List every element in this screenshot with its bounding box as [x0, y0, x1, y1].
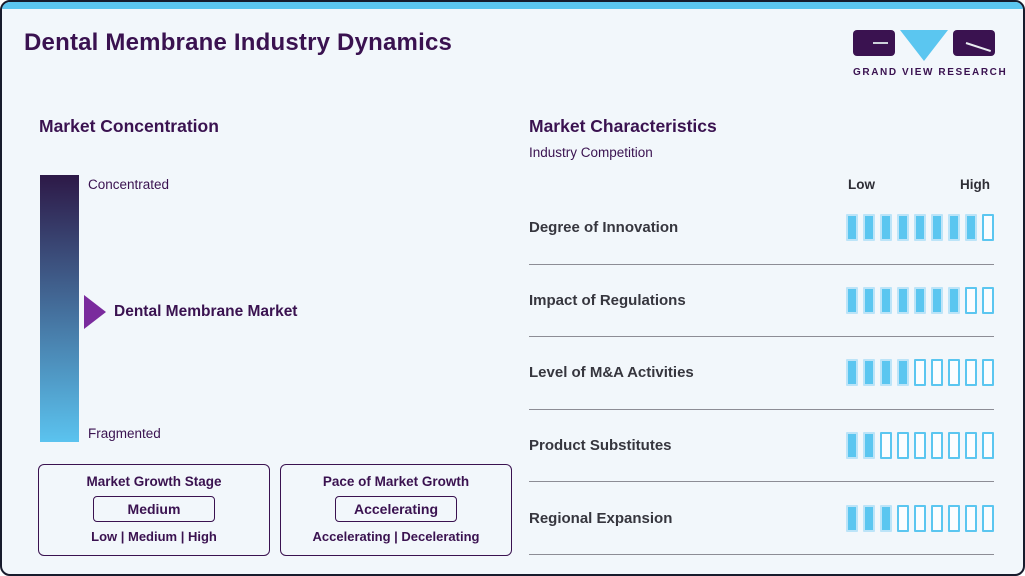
- rating-bar-filled: [863, 214, 875, 242]
- industry-competition-subheading: Industry Competition: [529, 145, 653, 160]
- top-accent-bar: [2, 2, 1023, 9]
- rating-bar-filled: [948, 286, 960, 314]
- rating-bar-empty: [965, 432, 977, 460]
- rating-bar-empty: [931, 504, 943, 532]
- rating-bar-filled: [914, 214, 926, 242]
- rating-bar-filled: [897, 359, 909, 387]
- market-characteristics-heading: Market Characteristics: [529, 116, 717, 136]
- pace-title: Pace of Market Growth: [322, 474, 470, 489]
- rating-bar-filled: [897, 214, 909, 242]
- rating-bar-empty: [965, 504, 977, 532]
- rating-bar-empty: [982, 214, 994, 242]
- market-concentration-heading: Market Concentration: [39, 116, 219, 136]
- rating-bar-empty: [982, 286, 994, 314]
- rating-bar-filled: [897, 286, 909, 314]
- rating-bar-empty: [982, 504, 994, 532]
- rating-bars: [846, 286, 994, 314]
- rating-bar-filled: [948, 214, 960, 242]
- rating-bar-empty: [897, 432, 909, 460]
- rating-bar-filled: [846, 214, 858, 242]
- fragmented-label: Fragmented: [88, 426, 161, 441]
- rating-bar-filled: [846, 359, 858, 387]
- growth-stage-value-badge: Medium: [93, 496, 215, 522]
- characteristic-row: Level of M&A Activities: [529, 337, 994, 410]
- rating-bar-empty: [965, 286, 977, 314]
- rating-bar-filled: [863, 504, 875, 532]
- market-growth-stage-box: Market Growth Stage Medium Low | Medium …: [38, 464, 270, 556]
- pace-options: Accelerating | Decelerating: [312, 529, 480, 544]
- rating-bar-filled: [863, 432, 875, 460]
- rating-bars: [846, 432, 994, 460]
- rating-bar-filled: [863, 286, 875, 314]
- characteristic-row: Degree of Innovation: [529, 192, 994, 265]
- rating-bar-filled: [914, 286, 926, 314]
- characteristic-label: Product Substitutes: [529, 437, 672, 455]
- characteristic-label: Degree of Innovation: [529, 219, 679, 237]
- rating-bar-filled: [846, 286, 858, 314]
- rating-bar-empty: [931, 432, 943, 460]
- market-name-label: Dental Membrane Market: [114, 303, 298, 320]
- logo-r-slash: [965, 42, 992, 52]
- scale-high-label: High: [960, 177, 990, 192]
- logo-wordmark: GRAND VIEW RESEARCH: [853, 67, 1008, 78]
- characteristic-row: Impact of Regulations: [529, 265, 994, 338]
- rating-bar-empty: [914, 432, 926, 460]
- rating-bars: [846, 214, 994, 242]
- rating-bar-filled: [846, 504, 858, 532]
- rating-bar-empty: [948, 359, 960, 387]
- gvr-logo: GRAND VIEW RESEARCH: [853, 30, 1008, 78]
- rating-bars: [846, 359, 994, 387]
- gvr-logo-mark: [853, 30, 995, 62]
- logo-g-block-icon: [853, 30, 895, 56]
- rating-bar-filled: [965, 214, 977, 242]
- logo-g-bar: [873, 42, 888, 44]
- rating-bar-empty: [982, 359, 994, 387]
- rating-bar-empty: [948, 432, 960, 460]
- rating-bar-filled: [863, 359, 875, 387]
- rating-bar-empty: [914, 359, 926, 387]
- concentration-gradient-bar: [40, 175, 79, 442]
- characteristic-label: Regional Expansion: [529, 509, 673, 527]
- logo-v-triangle-icon: [900, 30, 948, 61]
- characteristics-rows: Degree of Innovation Impact of Regulation…: [529, 192, 994, 555]
- growth-stage-options: Low | Medium | High: [91, 529, 217, 544]
- rating-bar-empty: [965, 359, 977, 387]
- rating-bar-filled: [931, 214, 943, 242]
- characteristic-row: Product Substitutes: [529, 410, 994, 483]
- rating-bar-empty: [931, 359, 943, 387]
- growth-stage-title: Market Growth Stage: [86, 474, 222, 489]
- pace-of-growth-box: Pace of Market Growth Accelerating Accel…: [280, 464, 512, 556]
- market-position-arrow-icon: [84, 295, 106, 329]
- logo-r-block-icon: [953, 30, 995, 56]
- rating-bar-empty: [982, 432, 994, 460]
- concentrated-label: Concentrated: [88, 177, 170, 192]
- rating-bar-filled: [880, 504, 892, 532]
- rating-bars: [846, 504, 994, 532]
- rating-bar-empty: [897, 504, 909, 532]
- rating-bar-empty: [948, 504, 960, 532]
- characteristic-label: Level of M&A Activities: [529, 364, 694, 382]
- characteristic-label: Impact of Regulations: [529, 291, 686, 309]
- characteristic-row: Regional Expansion: [529, 482, 994, 555]
- rating-bar-filled: [846, 432, 858, 460]
- rating-bar-filled: [880, 214, 892, 242]
- rating-bar-filled: [880, 359, 892, 387]
- rating-bar-filled: [931, 286, 943, 314]
- page-title: Dental Membrane Industry Dynamics: [24, 29, 453, 56]
- rating-bar-empty: [914, 504, 926, 532]
- scale-low-label: Low: [848, 177, 875, 192]
- rating-bar-empty: [880, 432, 892, 460]
- pace-value-badge: Accelerating: [335, 496, 457, 522]
- rating-bar-filled: [880, 286, 892, 314]
